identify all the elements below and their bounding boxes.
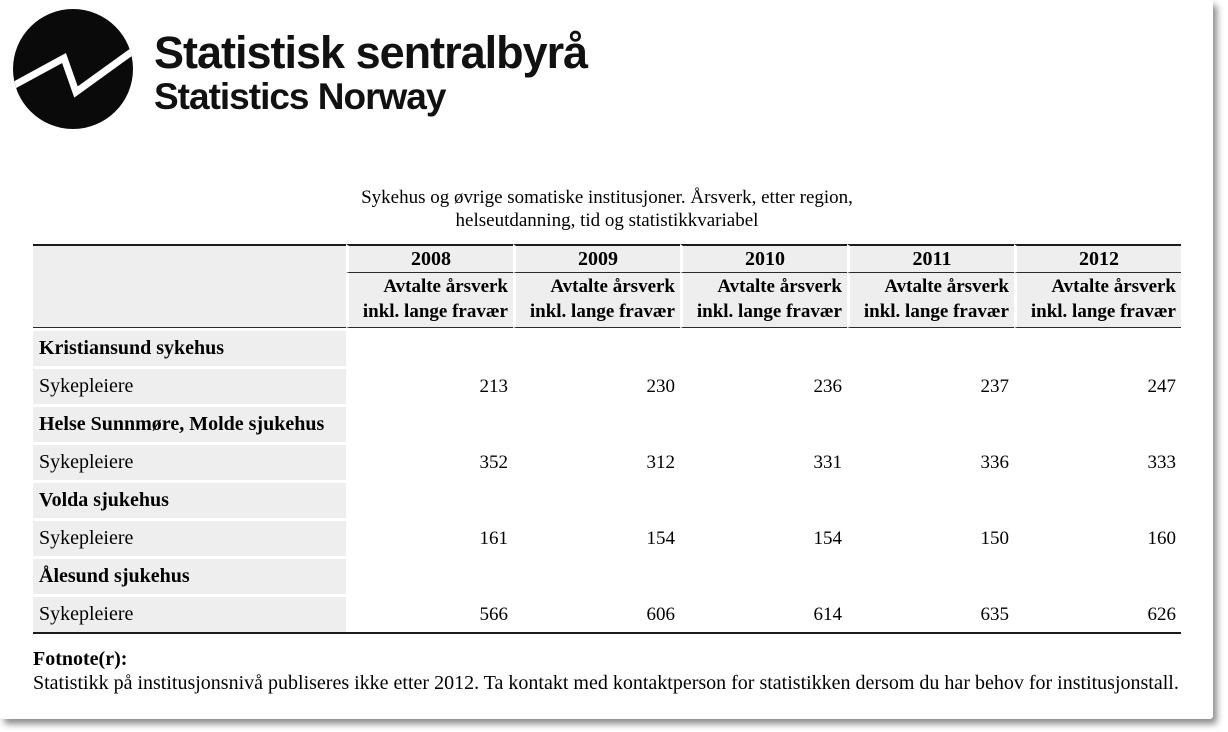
table-row-values: Sykepleiere 213 230 236 237 247 <box>33 366 1181 404</box>
brand-name-english: Statistics Norway <box>154 76 446 117</box>
value-cell: 606 <box>513 594 680 632</box>
year-header-2008: 2008 <box>346 244 513 273</box>
value-cell: 150 <box>847 518 1014 556</box>
region-label: Helse Sunnmøre, Molde sjukehus <box>33 404 346 442</box>
table-row-region: Ålesund sjukehus <box>33 556 1181 594</box>
profession-label: Sykepleiere <box>33 518 346 556</box>
measure-header: Avtalte årsverk inkl. lange fravær <box>680 273 847 328</box>
footnote-heading: Fotnote(r): <box>33 648 128 670</box>
measure-header: Avtalte årsverk inkl. lange fravær <box>513 273 680 328</box>
table-row-values: Sykepleiere 161 154 154 150 160 <box>33 518 1181 556</box>
profession-label: Sykepleiere <box>33 366 346 404</box>
measure-line2: inkl. lange fravær <box>362 301 508 322</box>
table-title-line2: helseutdanning, tid og statistikkvariabe… <box>455 210 759 231</box>
brand-text: Statistisk sentralbyrå Statistics Norway <box>154 6 588 117</box>
table-title: Sykehus og øvrige somatiske institusjone… <box>33 186 1181 232</box>
region-label: Kristiansund sykehus <box>33 328 346 366</box>
footnote: Fotnote(r): Statistikk på institusjonsni… <box>33 647 1198 695</box>
value-cell: 230 <box>513 366 680 404</box>
value-cell: 336 <box>847 442 1014 480</box>
measure-header-row: Avtalte årsverk inkl. lange fravær Avtalt… <box>33 273 1181 328</box>
measure-header: Avtalte årsverk inkl. lange fravær <box>346 273 513 328</box>
value-cell: 352 <box>346 442 513 480</box>
measure-line2: inkl. lange fravær <box>863 301 1009 322</box>
value-cell: 333 <box>1014 442 1181 480</box>
footnote-text: Statistikk på institusjonsnivå publisere… <box>33 672 1179 694</box>
table-row-region: Volda sjukehus <box>33 480 1181 518</box>
measure-line2: inkl. lange fravær <box>1030 301 1176 322</box>
value-cell: 626 <box>1014 594 1181 632</box>
value-cell: 236 <box>680 366 847 404</box>
value-cell: 154 <box>680 518 847 556</box>
region-label: Volda sjukehus <box>33 480 346 518</box>
year-header-2010: 2010 <box>680 244 847 273</box>
table-corner-cell <box>33 244 346 328</box>
region-label: Ålesund sjukehus <box>33 556 346 594</box>
year-header-2009: 2009 <box>513 244 680 273</box>
measure-line1: Avtalte årsverk <box>1051 276 1176 297</box>
value-cell: 312 <box>513 442 680 480</box>
value-cell: 566 <box>346 594 513 632</box>
year-header-2011: 2011 <box>847 244 1014 273</box>
brand-name-norwegian: Statistisk sentralbyrå <box>154 27 588 78</box>
value-cell: 331 <box>680 442 847 480</box>
value-cell: 237 <box>847 366 1014 404</box>
value-cell: 213 <box>346 366 513 404</box>
year-header-2012: 2012 <box>1014 244 1181 273</box>
value-cell: 160 <box>1014 518 1181 556</box>
table-row-region: Helse Sunnmøre, Molde sjukehus <box>33 404 1181 442</box>
page: Statistisk sentralbyrå Statistics Norway… <box>0 0 1213 695</box>
table-row-values: Sykepleiere 566 606 614 635 626 <box>33 594 1181 632</box>
ssb-logo-icon <box>9 6 137 139</box>
table-title-line1: Sykehus og øvrige somatiske institusjone… <box>361 187 853 208</box>
measure-line1: Avtalte årsverk <box>717 276 842 297</box>
value-cell: 154 <box>513 518 680 556</box>
measure-line1: Avtalte årsverk <box>383 276 508 297</box>
value-cell: 161 <box>346 518 513 556</box>
value-cell: 247 <box>1014 366 1181 404</box>
measure-line1: Avtalte årsverk <box>550 276 675 297</box>
brand-header: Statistisk sentralbyrå Statistics Norway <box>0 0 1213 134</box>
measure-header: Avtalte årsverk inkl. lange fravær <box>1014 273 1181 328</box>
measure-line2: inkl. lange fravær <box>696 301 842 322</box>
value-cell: 614 <box>680 594 847 632</box>
measure-line1: Avtalte årsverk <box>884 276 1009 297</box>
statistics-table: 2008 2009 2010 2011 2012 Avtalte årsverk… <box>33 244 1181 634</box>
year-header-row: 2008 2009 2010 2011 2012 <box>33 244 1181 328</box>
measure-line2: inkl. lange fravær <box>529 301 675 322</box>
value-cell: 635 <box>847 594 1014 632</box>
table-row-region: Kristiansund sykehus <box>33 328 1181 366</box>
table-row-values: Sykepleiere 352 312 331 336 333 <box>33 442 1181 480</box>
profession-label: Sykepleiere <box>33 594 346 632</box>
measure-header: Avtalte årsverk inkl. lange fravær <box>847 273 1014 328</box>
profession-label: Sykepleiere <box>33 442 346 480</box>
